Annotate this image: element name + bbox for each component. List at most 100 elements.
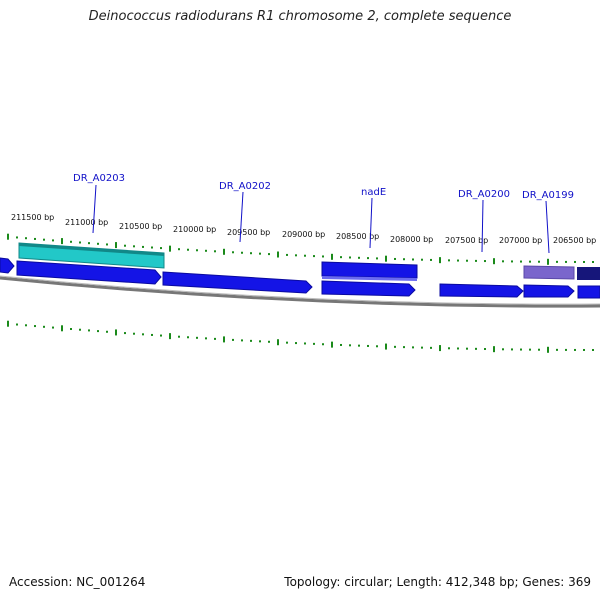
minor-tick: [430, 258, 432, 261]
minor-tick: [592, 348, 594, 351]
gene-feature-arrow-7[interactable]: [577, 285, 600, 299]
minor-tick: [322, 343, 324, 346]
tick-label: 209000 bp: [282, 230, 325, 239]
minor-tick: [304, 254, 306, 257]
tick-label: 211000 bp: [65, 218, 108, 227]
gene-label-dr-a0200[interactable]: DR_A0200: [458, 189, 510, 200]
major-tick: [169, 245, 171, 252]
minor-tick: [565, 260, 567, 263]
gene-feature-navy[interactable]: [577, 267, 600, 280]
major-tick: [547, 258, 549, 265]
minor-tick: [349, 256, 351, 259]
minor-tick: [43, 238, 45, 241]
tick-label: 207500 bp: [445, 236, 488, 245]
summary-label: Topology: circular; Length: 412,348 bp; …: [284, 575, 591, 589]
minor-tick: [241, 339, 243, 342]
major-tick: [223, 248, 225, 255]
gene-feature-nadE[interactable]: [321, 261, 418, 279]
gene-feature-arrow-4[interactable]: [321, 280, 416, 297]
gene-label-leader: [545, 200, 550, 254]
minor-tick: [394, 345, 396, 348]
minor-tick: [430, 346, 432, 349]
minor-tick: [565, 348, 567, 351]
minor-tick: [340, 256, 342, 259]
outer-tick-ring: [7, 233, 594, 265]
minor-tick: [322, 255, 324, 258]
minor-tick: [160, 247, 162, 250]
gene-feature-dr-a0200[interactable]: [439, 283, 524, 298]
minor-tick: [196, 336, 198, 339]
tick-label: 206500 bp: [553, 236, 596, 245]
minor-tick: [106, 330, 108, 333]
tick-label: 207000 bp: [499, 236, 542, 245]
gene-label-leader: [369, 197, 373, 249]
minor-tick: [376, 345, 378, 348]
minor-tick: [304, 342, 306, 345]
gene-feature-dr-a0199[interactable]: [523, 265, 575, 280]
major-tick: [277, 251, 279, 258]
minor-tick: [250, 339, 252, 342]
minor-tick: [538, 260, 540, 263]
gene-label-dr-a0203[interactable]: DR_A0203: [73, 173, 125, 184]
minor-tick: [502, 348, 504, 351]
gene-feature-arrow-1[interactable]: [0, 257, 15, 274]
minor-tick: [448, 259, 450, 262]
gene-feature-dr-a0202[interactable]: [162, 271, 313, 294]
minor-tick: [16, 236, 18, 239]
minor-tick: [286, 253, 288, 256]
major-tick: [439, 345, 441, 352]
minor-tick: [70, 240, 72, 243]
minor-tick: [475, 259, 477, 262]
minor-tick: [259, 340, 261, 343]
minor-tick: [52, 326, 54, 329]
minor-tick: [484, 348, 486, 351]
major-tick: [385, 255, 387, 262]
minor-tick: [187, 336, 189, 339]
gene-feature-arrow-2[interactable]: [16, 260, 162, 285]
minor-tick: [475, 347, 477, 350]
minor-tick: [403, 346, 405, 349]
tick-label: 210000 bp: [173, 225, 216, 234]
minor-tick: [367, 257, 369, 260]
minor-tick: [250, 252, 252, 255]
minor-tick: [124, 244, 126, 247]
minor-tick: [466, 259, 468, 262]
inner-tick-ring: [7, 320, 594, 353]
minor-tick: [529, 260, 531, 263]
gene-label-leader: [239, 191, 244, 243]
gene-label-nade[interactable]: nadE: [361, 187, 386, 198]
gene-label-leader: [481, 199, 484, 253]
minor-tick: [511, 348, 513, 351]
minor-tick: [205, 337, 207, 340]
major-tick: [277, 339, 279, 346]
minor-tick: [151, 333, 153, 336]
major-tick: [61, 325, 63, 332]
minor-tick: [421, 258, 423, 261]
minor-tick: [268, 340, 270, 343]
minor-tick: [142, 245, 144, 248]
gene-label-dr-a0202[interactable]: DR_A0202: [219, 181, 271, 192]
minor-tick: [484, 260, 486, 263]
minor-tick: [376, 257, 378, 260]
minor-tick: [457, 259, 459, 262]
minor-tick: [538, 348, 540, 351]
minor-tick: [313, 342, 315, 345]
minor-tick: [286, 341, 288, 344]
minor-tick: [43, 325, 45, 328]
accession-label: Accession: NC_001264: [9, 575, 146, 589]
major-tick: [493, 346, 495, 353]
gene-feature-arrow-6[interactable]: [523, 284, 575, 298]
major-tick: [7, 320, 9, 327]
minor-tick: [187, 248, 189, 251]
minor-tick: [268, 253, 270, 256]
tick-label: 208000 bp: [390, 235, 433, 244]
minor-tick: [232, 338, 234, 341]
minor-tick: [520, 260, 522, 263]
minor-tick: [106, 243, 108, 246]
minor-tick: [574, 348, 576, 351]
minor-tick: [133, 332, 135, 335]
major-tick: [115, 329, 117, 336]
gene-label-dr-a0199[interactable]: DR_A0199: [522, 190, 574, 201]
minor-tick: [529, 348, 531, 351]
